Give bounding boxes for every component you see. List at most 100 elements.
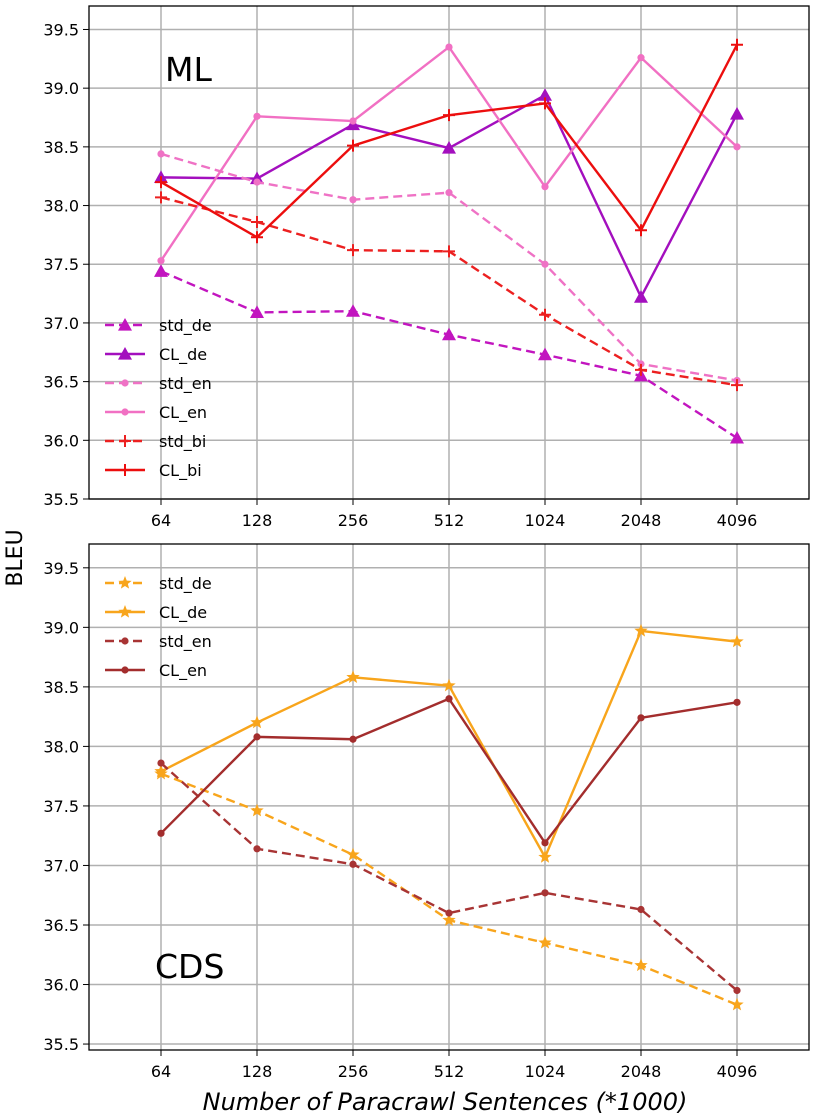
- data-point-CL_bi: [731, 38, 743, 51]
- data-point-CL_en: [349, 735, 357, 743]
- data-point-CL_en: [541, 183, 549, 191]
- data-point-std_en: [733, 986, 741, 995]
- data-point-CL_en: [349, 117, 357, 125]
- plot-frame: [88, 5, 810, 500]
- y-tick-label: 36.5: [43, 916, 79, 935]
- data-point-std_en: [445, 909, 453, 917]
- data-point-CL_en: [637, 54, 645, 62]
- data-point-CL_bi: [443, 109, 455, 122]
- data-point-std_bi: [539, 308, 551, 321]
- ml-panel: 64 128 256 512 1024 2048 4096 35.5 36.0 36.5 37.0 3…: [43, 5, 810, 530]
- legend-label: std_bi: [159, 432, 206, 452]
- data-point-std_en: [157, 759, 165, 767]
- cds-panel: 64 128 256 512 1024 2048 4096 35.5 36.0 36.5 37.0 3…: [43, 543, 810, 1081]
- data-point-CL_en: [541, 839, 549, 847]
- data-point-CL_bi: [635, 224, 647, 237]
- data-point-CL_de: [634, 290, 648, 303]
- legend-marker: [118, 347, 132, 360]
- data-point-std_bi: [155, 191, 167, 204]
- data-point-std_bi: [443, 245, 455, 258]
- data-point-CL_bi: [539, 97, 551, 110]
- data-point-CL_en: [253, 112, 261, 120]
- data-point-std_bi: [635, 363, 647, 376]
- y-axis-label: BLEU: [3, 529, 28, 586]
- x-tick-label: 64: [151, 511, 171, 530]
- data-point-std_en: [253, 845, 261, 853]
- x-tick-label: 1024: [525, 511, 566, 530]
- data-point-std_bi: [731, 379, 743, 392]
- y-tick-label: 39.0: [43, 618, 79, 637]
- y-tick-label: 38.5: [43, 678, 79, 697]
- y-tick-label: 36.5: [43, 373, 79, 392]
- y-tick-label: 38.5: [43, 138, 79, 157]
- legend-marker: [121, 637, 129, 645]
- y-tick-label: 38.0: [43, 197, 79, 216]
- data-point-CL_de: [730, 634, 744, 648]
- data-point-std_de: [442, 913, 456, 926]
- legend-label: std_de: [159, 316, 212, 336]
- y-tick-label: 35.5: [43, 1035, 79, 1054]
- x-tick-label: 128: [242, 511, 273, 530]
- plot-frame: [88, 543, 810, 1051]
- data-point-CL_de: [442, 141, 456, 154]
- data-point-std_de: [442, 327, 456, 341]
- x-tick-label: 4096: [717, 511, 758, 530]
- legend-label: std_en: [159, 632, 212, 652]
- data-point-std_de: [346, 847, 360, 861]
- data-point-CL_en: [733, 698, 741, 706]
- legend-label: CL_de: [159, 345, 207, 365]
- x-tick-label: 512: [434, 1062, 465, 1081]
- data-point-std_de: [730, 997, 744, 1011]
- panel-title: CDS: [155, 947, 224, 986]
- x-axis-label: Number of Paracrawl Sentences (*1000): [203, 1088, 688, 1116]
- data-point-CL_en: [637, 714, 645, 722]
- data-point-CL_bi: [155, 176, 167, 189]
- legend-marker: [119, 435, 131, 447]
- legend-marker: [121, 666, 129, 674]
- data-point-CL_de: [154, 764, 168, 778]
- x-tick-label: 2048: [621, 511, 662, 530]
- data-point-std_en: [157, 150, 165, 158]
- data-point-CL_bi: [251, 231, 263, 244]
- data-point-CL_de: [634, 623, 648, 637]
- y-tick-label: 38.0: [43, 737, 79, 756]
- data-point-std_en: [637, 905, 645, 914]
- x-tick-label: 256: [338, 1062, 369, 1081]
- data-point-std_de: [250, 305, 264, 318]
- legend-marker: [118, 605, 132, 618]
- data-point-std_bi: [251, 215, 263, 228]
- data-point-std_de: [538, 935, 552, 949]
- data-point-std_en: [445, 189, 453, 197]
- y-tick-label: 36.0: [43, 431, 79, 450]
- y-tick-label: 37.0: [43, 314, 79, 333]
- x-tick-label: 256: [338, 511, 369, 530]
- x-tick-label: 512: [434, 511, 465, 530]
- data-point-std_en: [349, 860, 357, 868]
- y-tick-label: 39.0: [43, 79, 79, 98]
- legend-marker: [118, 576, 132, 589]
- x-tick-label: 128: [242, 1062, 273, 1081]
- legend-label: CL_bi: [159, 461, 202, 481]
- data-point-std_de: [154, 264, 168, 277]
- y-tick-label: 36.0: [43, 976, 79, 995]
- y-tick-label: 39.5: [43, 559, 79, 578]
- data-point-CL_de: [250, 171, 264, 185]
- legend-label: CL_de: [159, 603, 207, 623]
- data-point-std_en: [349, 196, 357, 204]
- data-point-std_de: [634, 958, 648, 972]
- data-point-std_bi: [347, 244, 359, 257]
- data-point-CL_de: [346, 670, 360, 684]
- data-point-CL_bi: [347, 139, 359, 152]
- data-point-CL_de: [538, 850, 552, 863]
- y-tick-label: 37.5: [43, 255, 79, 274]
- legend-marker: [121, 379, 129, 387]
- legend-label: std_en: [159, 374, 212, 394]
- y-tick-label: 35.5: [43, 490, 79, 509]
- data-point-std_de: [538, 347, 552, 361]
- legend-label: std_de: [159, 574, 212, 594]
- data-point-CL_de: [442, 678, 456, 692]
- data-point-CL_en: [733, 143, 741, 151]
- data-point-CL_en: [157, 829, 165, 837]
- legend-marker: [118, 318, 132, 331]
